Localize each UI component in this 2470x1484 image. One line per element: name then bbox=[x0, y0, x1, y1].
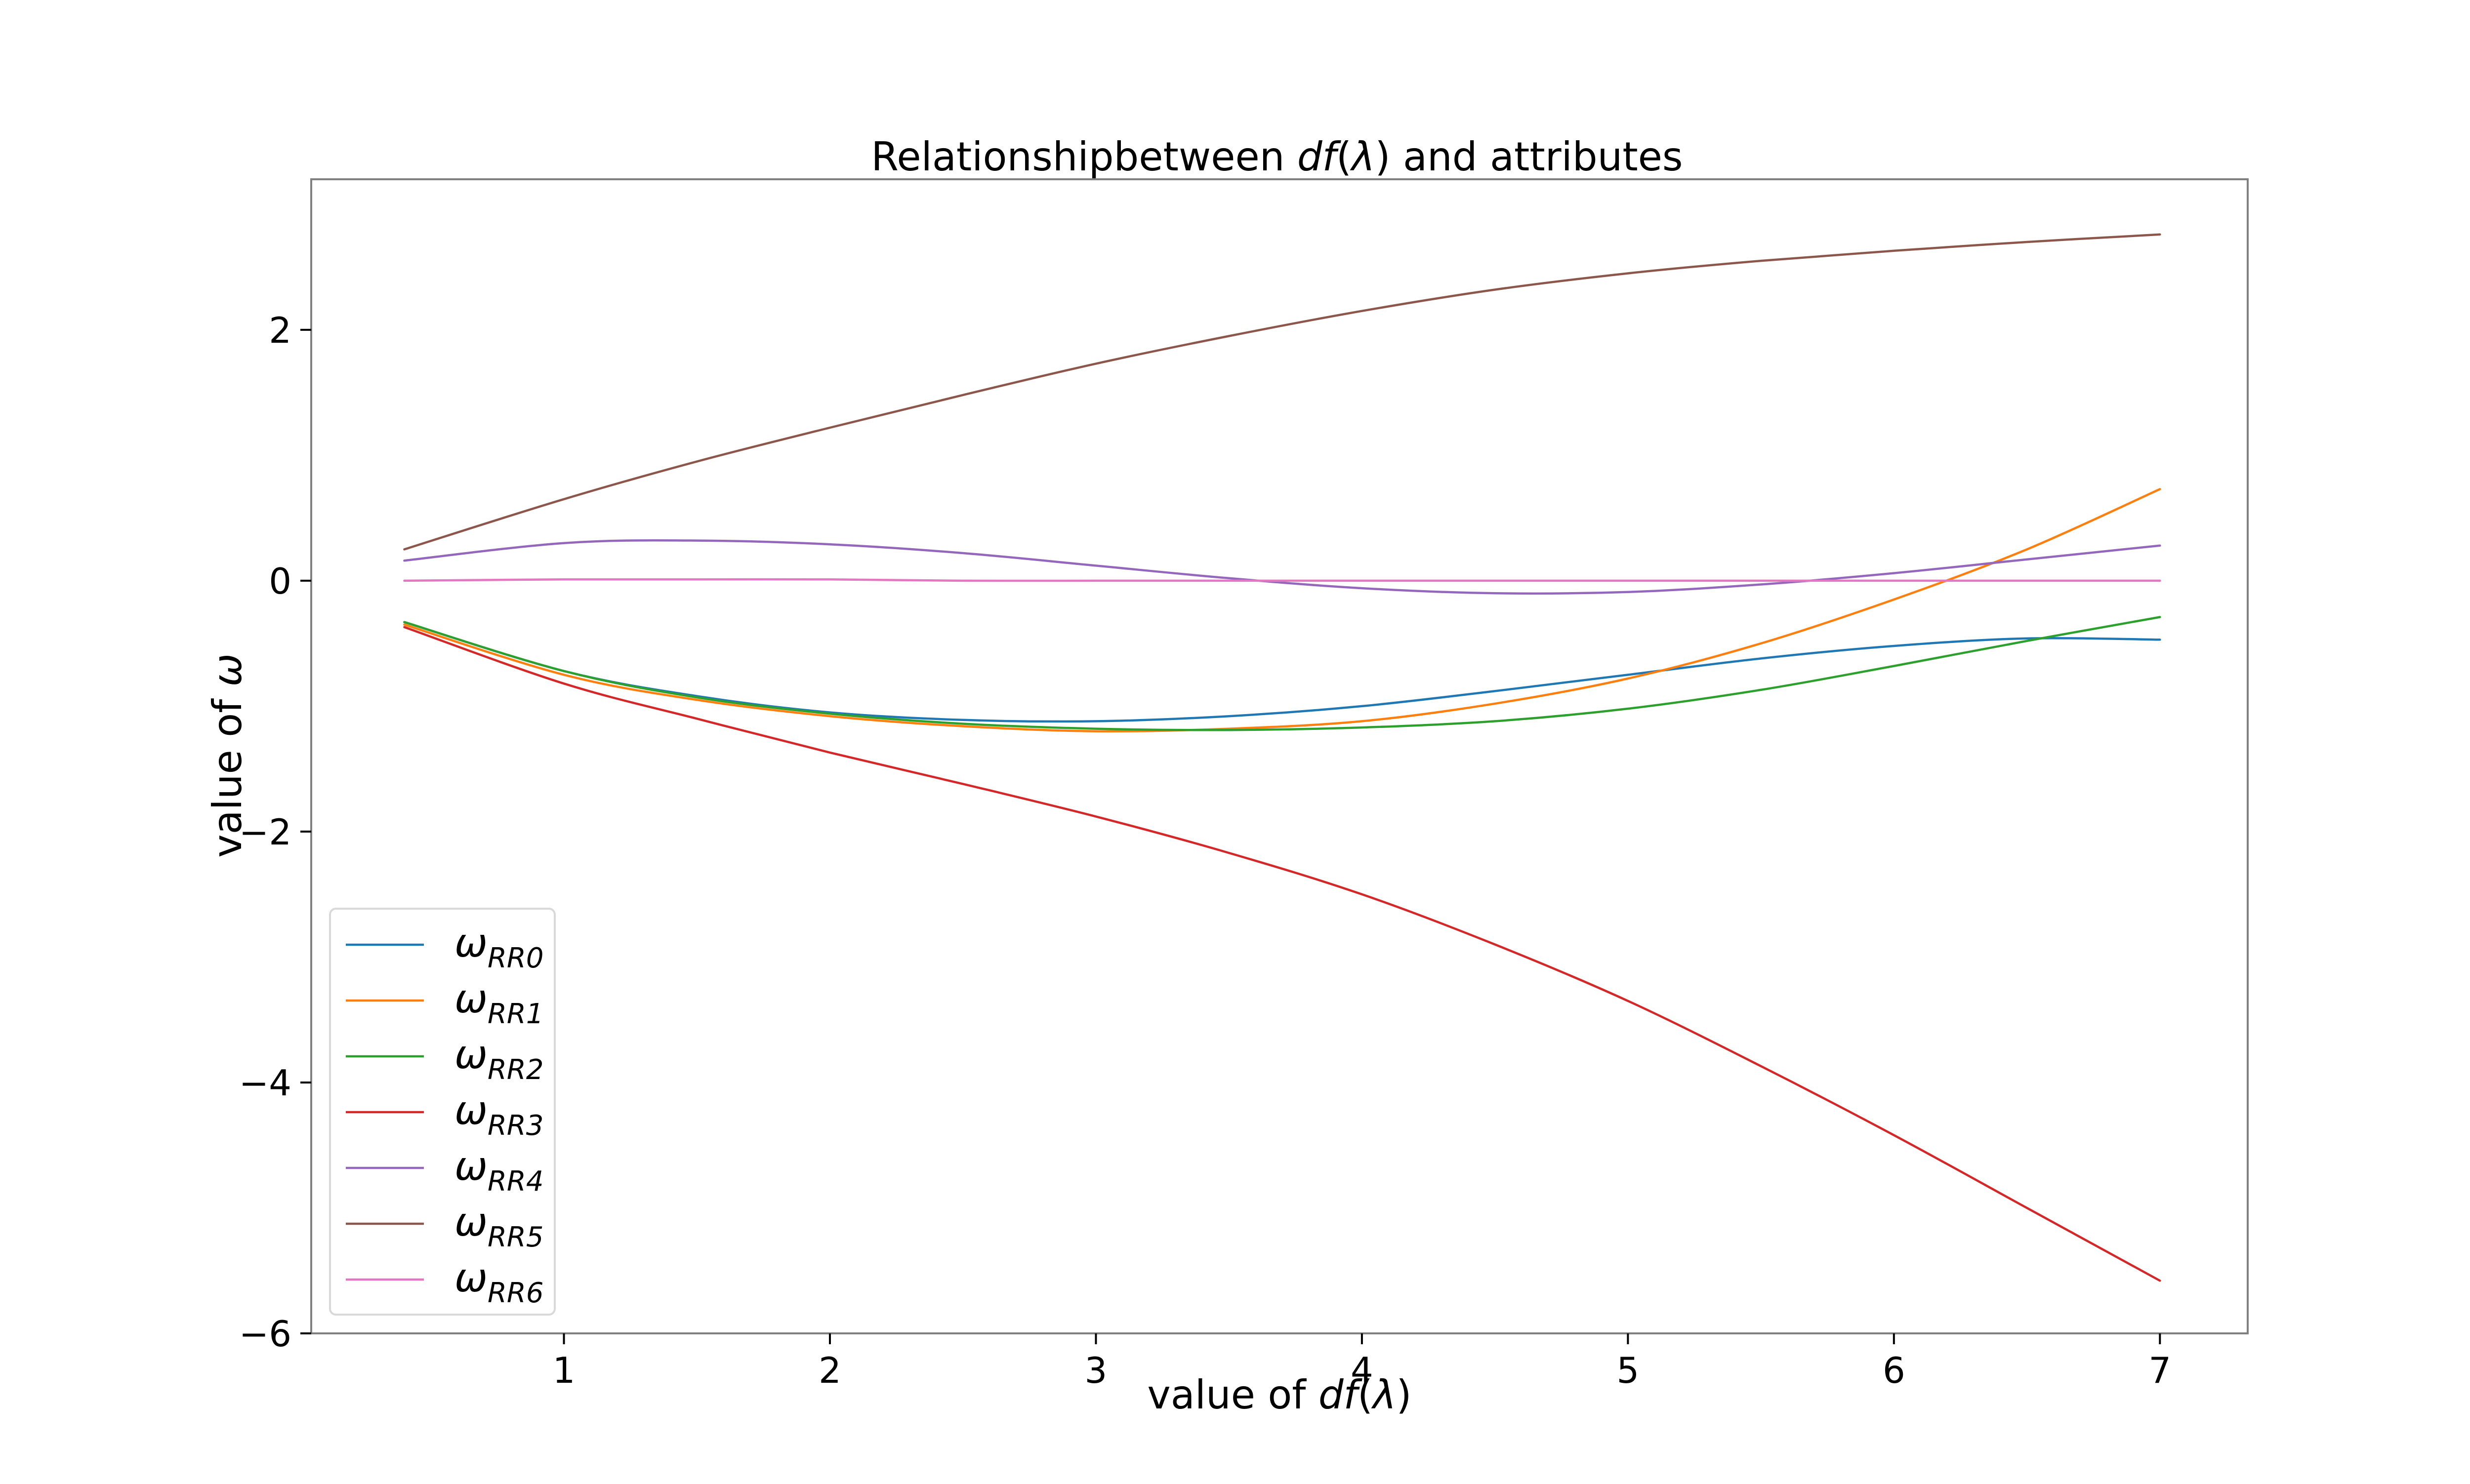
legend-subscript: RR6 bbox=[488, 1277, 543, 1309]
series-line-rr2 bbox=[403, 616, 2161, 731]
legend-subscript: RR3 bbox=[488, 1110, 543, 1142]
series-line-rr5 bbox=[403, 233, 2161, 551]
legend-label-rr5: ωRR5 bbox=[454, 1199, 543, 1253]
x-tick-label: 1 bbox=[553, 1350, 576, 1391]
legend-label-rr2: ωRR2 bbox=[454, 1032, 543, 1086]
x-tick-label: 3 bbox=[1085, 1350, 1108, 1391]
chart-title: Relationshipbetween df(λ) and attributes bbox=[871, 134, 1683, 180]
x-tick-label: 6 bbox=[1883, 1350, 1905, 1391]
legend-symbol: ω bbox=[454, 1032, 488, 1078]
legend-symbol: ω bbox=[454, 1255, 488, 1301]
legend-symbol: ω bbox=[454, 976, 488, 1022]
legend-symbol: ω bbox=[454, 1087, 488, 1133]
y-tick-label: −4 bbox=[239, 1062, 291, 1104]
series-line-rr1 bbox=[403, 488, 2161, 733]
legend-subscript: RR5 bbox=[488, 1221, 543, 1253]
y-tick-label: −6 bbox=[239, 1313, 291, 1355]
series-line-rr4 bbox=[403, 539, 2161, 595]
plot-area bbox=[310, 178, 2249, 1334]
legend-symbol: ω bbox=[454, 1143, 488, 1189]
legend-subscript: RR4 bbox=[488, 1165, 543, 1198]
series-lines bbox=[403, 233, 2161, 1282]
series-line-rr3 bbox=[403, 626, 2161, 1282]
x-axis: 1 2 3 4 5 6 7 bbox=[553, 1333, 2171, 1391]
y-tick-label: 2 bbox=[269, 310, 291, 351]
legend-label-rr3: ωRR3 bbox=[454, 1087, 543, 1142]
x-tick-label: 2 bbox=[819, 1350, 841, 1391]
y-axis-label: value of ω bbox=[205, 653, 250, 857]
x-tick-label: 5 bbox=[1616, 1350, 1639, 1391]
y-tick-label: 0 bbox=[269, 561, 291, 602]
legend-subscript: RR0 bbox=[488, 942, 543, 974]
legend-label-rr6: ωRR6 bbox=[454, 1255, 543, 1309]
y-axis: 2 0 −2 −4 −6 bbox=[239, 310, 311, 1355]
legend-box bbox=[329, 908, 556, 1316]
legend-subscript: RR1 bbox=[488, 998, 543, 1030]
legend-symbol: ω bbox=[454, 920, 488, 966]
x-tick-label: 7 bbox=[2148, 1350, 2171, 1391]
x-axis-label: value of df(λ) bbox=[1147, 1372, 1411, 1418]
series-line-rr0 bbox=[403, 621, 2161, 723]
legend-label-rr1: ωRR1 bbox=[454, 976, 543, 1030]
series-line-rr6 bbox=[403, 578, 2161, 582]
legend-label-rr0: ωRR0 bbox=[454, 920, 543, 974]
x-tick-label: 4 bbox=[1351, 1350, 1373, 1391]
y-tick-label: −2 bbox=[239, 811, 291, 853]
legend-subscript: RR2 bbox=[488, 1054, 543, 1086]
legend-label-rr4: ωRR4 bbox=[454, 1143, 543, 1198]
legend-symbol: ω bbox=[454, 1199, 488, 1245]
